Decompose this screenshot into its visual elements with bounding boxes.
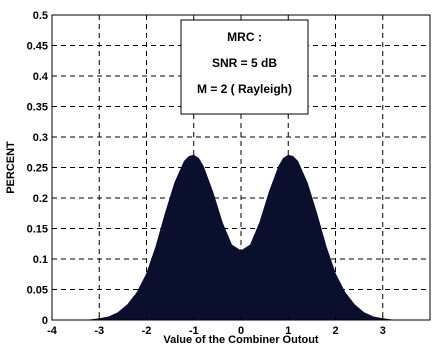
axis-ticks (51, 14, 384, 321)
y-tick-label: 0.25 (27, 163, 48, 175)
y-tick-label: 0.35 (27, 102, 48, 114)
y-tick-label: 0.2 (33, 193, 48, 205)
y-tick-label: 0 (42, 315, 48, 327)
y-tick-label: 0.4 (33, 71, 49, 83)
y-tick-label: 0.45 (27, 41, 48, 53)
annotation-box: MRC : SNR = 5 dB M = 2 ( Rayleigh) (180, 19, 309, 115)
x-tick-label: -3 (94, 325, 104, 337)
x-tick-label: 3 (380, 325, 386, 337)
y-tick-label: 0.05 (27, 285, 48, 297)
y-tick-label: 0.3 (33, 132, 48, 144)
y-tick-label: 0.1 (33, 254, 48, 266)
x-tick-label: -1 (189, 325, 199, 337)
annotation-line-1: MRC : (227, 30, 262, 44)
y-tick-labels: 0 0.05 0.1 0.15 0.2 0.25 0.3 0.35 0.4 0.45 0.5 (27, 10, 49, 327)
x-tick-labels: -4 -3 -2 -1 0 1 2 3 (47, 325, 386, 337)
distribution-area (89, 154, 393, 321)
x-tick-label: -4 (47, 325, 58, 337)
y-tick-label: 0.15 (27, 224, 48, 236)
x-tick-label: 1 (285, 325, 291, 337)
annotation-line-3: M = 2 ( Rayleigh) (197, 82, 292, 96)
x-tick-label: 2 (332, 325, 338, 337)
y-tick-label: 0.5 (33, 10, 48, 22)
x-tick-label: -2 (142, 325, 152, 337)
y-axis-label: PERCENT (5, 141, 17, 194)
annotation-line-2: SNR = 5 dB (212, 56, 277, 70)
x-axis-label: Value of the Combiner Outout (163, 334, 319, 346)
x-tick-label: 0 (238, 325, 244, 337)
